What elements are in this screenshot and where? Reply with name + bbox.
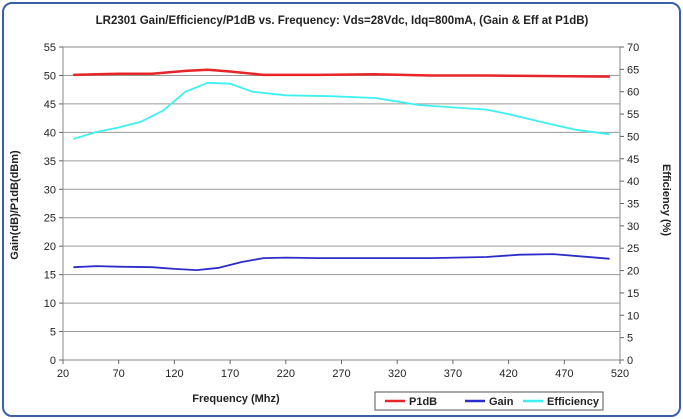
- y2-tick-label-13: 65: [627, 64, 639, 76]
- y-tick-label-6: 30: [44, 184, 56, 196]
- y-tick-label-5: 25: [44, 213, 56, 225]
- x-tick-label-9: 470: [555, 368, 573, 380]
- series-line-gain: [73, 253, 610, 272]
- y-tick-label-7: 35: [44, 156, 56, 168]
- legend-label-efficiency: Efficiency: [547, 396, 600, 408]
- plot-area: [62, 46, 621, 361]
- x-tick-label-6: 320: [388, 368, 406, 380]
- y2-tick-label-10: 50: [627, 131, 639, 143]
- x-tick-label-7: 370: [444, 368, 462, 380]
- y2-tick-label-12: 60: [627, 87, 639, 99]
- series-line-p1db: [72, 68, 611, 78]
- x-tick-label-2: 120: [165, 368, 183, 380]
- x-tick-label-10: 520: [611, 368, 629, 380]
- y-tick-label-10: 50: [44, 70, 56, 82]
- y2-axis-title: Efficiency (%): [660, 164, 672, 236]
- y-tick-label-2: 10: [44, 298, 56, 310]
- y2-tick-label-2: 10: [627, 310, 639, 322]
- x-tick-label-0: 20: [57, 368, 69, 380]
- x-axis-title: Frequency (Mhz): [192, 393, 280, 405]
- x-tick-label-1: 70: [113, 368, 125, 380]
- y2-tick-label-8: 40: [627, 176, 639, 188]
- y-tick-label-3: 15: [44, 270, 56, 282]
- y-tick-label-11: 55: [44, 42, 56, 54]
- series-layer: [72, 68, 611, 272]
- y-tick-label-0: 0: [50, 355, 56, 367]
- x-tick-label-5: 270: [332, 368, 350, 380]
- y-tick-label-9: 45: [44, 99, 56, 111]
- y2-tick-label-5: 25: [627, 243, 639, 255]
- x-tick-label-8: 420: [499, 368, 517, 380]
- y2-tick-label-3: 15: [627, 288, 639, 300]
- y2-tick-label-4: 20: [627, 266, 639, 278]
- axis-layer: 0 5 10 15 20 25 30 35 40 45 50 55 0 5 10 15 20 25 30 35 40 45…: [44, 42, 640, 380]
- y2-tick-label-14: 70: [627, 42, 639, 54]
- x-tick-label-3: 170: [221, 368, 239, 380]
- legend-label-gain: Gain: [489, 396, 514, 408]
- chart-title: LR2301 Gain/Efficiency/P1dB vs. Frequenc…: [96, 15, 589, 27]
- y-tick-label-1: 5: [50, 327, 56, 339]
- x-tick-label-4: 220: [277, 368, 295, 380]
- legend-box: [374, 391, 604, 411]
- y-tick-label-4: 20: [44, 241, 56, 253]
- y2-tick-label-0: 0: [627, 355, 633, 367]
- y-tick-label-8: 40: [44, 127, 56, 139]
- y2-tick-label-6: 30: [627, 221, 639, 233]
- legend-label-p1db: P1dB: [409, 396, 437, 408]
- y2-tick-label-11: 55: [627, 109, 639, 121]
- y-axis-title: Gain(dB)/P1dB(dBm): [9, 150, 21, 260]
- legend: P1dB Gain Efficiency: [374, 391, 604, 411]
- y2-tick-label-1: 5: [627, 333, 633, 345]
- series-line-efficiency: [73, 81, 610, 140]
- y2-tick-label-9: 45: [627, 154, 639, 166]
- y2-tick-label-7: 35: [627, 199, 639, 211]
